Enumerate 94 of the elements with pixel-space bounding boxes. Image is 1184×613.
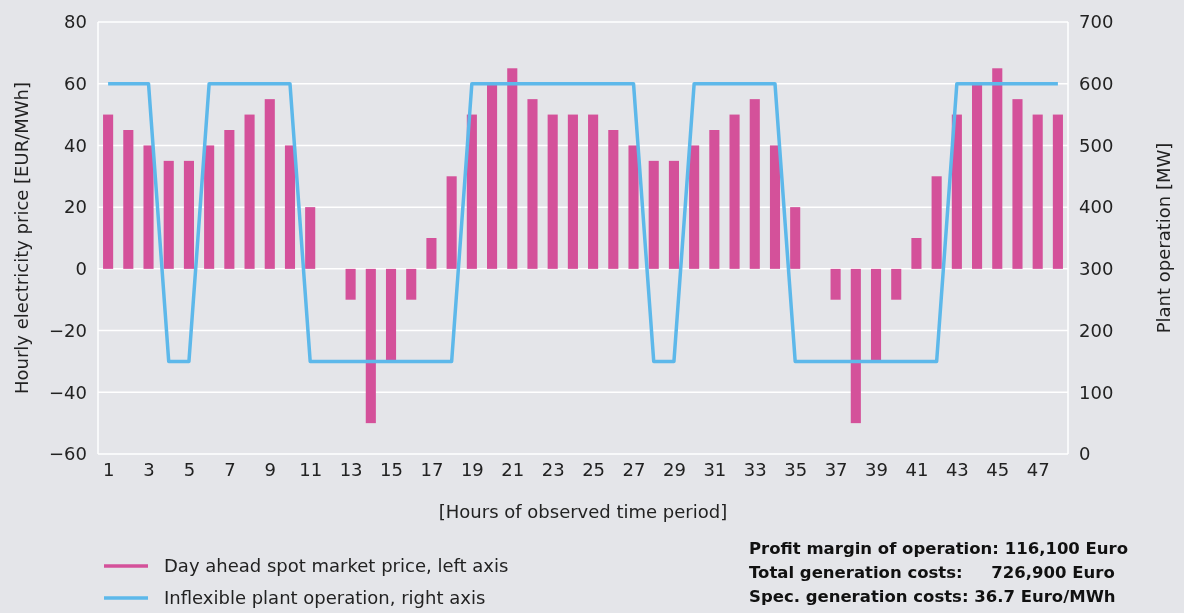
x-axis-title: [Hours of observed time period] <box>438 501 728 522</box>
bar <box>284 145 296 269</box>
x-tick-label: 15 <box>380 458 403 480</box>
y2-tick-label: 500 <box>1079 134 1114 156</box>
bar <box>608 130 619 269</box>
x-tick-label: 29 <box>662 458 686 480</box>
x-tick-label: 7 <box>224 458 236 480</box>
x-tick-label: 13 <box>339 458 363 480</box>
bar <box>911 238 922 269</box>
bar <box>204 145 215 269</box>
bar <box>385 268 397 362</box>
bar <box>628 145 639 269</box>
bar <box>790 207 801 269</box>
bar <box>264 99 275 269</box>
text: Spec. generation costs: 36.7 Euro/MWh <box>749 587 1116 606</box>
y2-tick-label: 300 <box>1079 258 1114 280</box>
x-tick-label: 35 <box>784 458 808 480</box>
y-tick-label: 60 <box>64 72 87 94</box>
y2-tick-label: 600 <box>1079 72 1114 94</box>
x-tick-label: 45 <box>986 458 1010 480</box>
x-tick-label: 27 <box>622 458 646 480</box>
x-tick-label: 33 <box>743 458 767 480</box>
bar <box>972 83 983 269</box>
bar <box>305 207 316 269</box>
y-tick-label: −40 <box>49 381 87 403</box>
y-tick-label: 80 <box>64 11 87 33</box>
bar <box>123 130 134 269</box>
bar <box>1052 114 1063 269</box>
x-tick-label: 1 <box>102 458 115 480</box>
bar <box>830 268 841 300</box>
bar <box>992 68 1003 269</box>
x-tick-label: 19 <box>460 458 484 480</box>
x-tick-label: 25 <box>582 458 606 480</box>
x-tick-label: 9 <box>264 458 276 480</box>
bar <box>729 114 740 269</box>
bar <box>870 268 882 362</box>
bar <box>527 99 538 269</box>
bar <box>507 68 518 269</box>
bar <box>951 114 962 269</box>
y2-tick-label: 400 <box>1079 196 1114 218</box>
bar <box>749 99 760 269</box>
bar <box>689 145 700 269</box>
legend-label: Inflexible plant operation, right axis <box>164 587 486 608</box>
x-tick-label: 47 <box>1026 458 1050 480</box>
bar <box>183 160 194 269</box>
y2-axis-title: Plant operation [MW] <box>1153 142 1174 334</box>
y2-tick-label: 100 <box>1079 381 1114 403</box>
bar <box>931 176 942 269</box>
text: Profit margin of operation: 116,100 Euro <box>749 539 1129 558</box>
bar <box>648 160 659 269</box>
bar <box>446 176 457 269</box>
bar <box>850 268 861 424</box>
bar <box>1032 114 1043 269</box>
bar <box>1012 99 1023 269</box>
x-tick-label: 43 <box>945 458 969 480</box>
text: Total generation costs: 726,900 Euro <box>749 563 1115 582</box>
bar <box>487 83 498 269</box>
x-tick-label: 31 <box>703 458 727 480</box>
y2-tick-label: 0 <box>1079 443 1091 465</box>
x-tick-label: 23 <box>541 458 565 480</box>
bar <box>365 268 376 424</box>
x-tick-label: 41 <box>905 458 929 480</box>
bar <box>244 114 255 269</box>
y2-tick-label: 200 <box>1079 319 1114 341</box>
bar <box>466 114 477 269</box>
x-tick-label: 39 <box>865 458 888 480</box>
bar <box>345 268 356 300</box>
bar <box>143 145 154 269</box>
bar <box>588 114 599 269</box>
x-tick-label: 5 <box>183 458 196 480</box>
bar <box>163 160 174 269</box>
bar <box>103 114 114 269</box>
bar <box>426 238 437 269</box>
y-tick-label: −20 <box>49 319 87 341</box>
y-tick-label: 20 <box>64 196 87 218</box>
y-tick-label: 40 <box>64 134 87 156</box>
x-tick-label: 3 <box>143 458 155 480</box>
x-tick-label: 21 <box>501 458 525 480</box>
y-axis-title: Hourly electricity price [EUR/MWh] <box>11 82 32 394</box>
x-tick-label: 17 <box>420 458 444 480</box>
legend-label: Day ahead spot market price, left axis <box>164 555 509 576</box>
bar <box>547 114 558 269</box>
bar <box>769 145 781 269</box>
y2-tick-label: 700 <box>1079 11 1114 33</box>
y-tick-label: −60 <box>49 443 87 465</box>
bar <box>224 130 235 269</box>
bar <box>567 114 578 269</box>
x-tick-label: 37 <box>824 458 848 480</box>
bar <box>406 268 417 300</box>
bar <box>668 160 679 269</box>
bar <box>709 130 720 269</box>
y-tick-label: 0 <box>75 258 87 280</box>
x-tick-label: 11 <box>299 458 323 480</box>
bar <box>891 268 902 300</box>
